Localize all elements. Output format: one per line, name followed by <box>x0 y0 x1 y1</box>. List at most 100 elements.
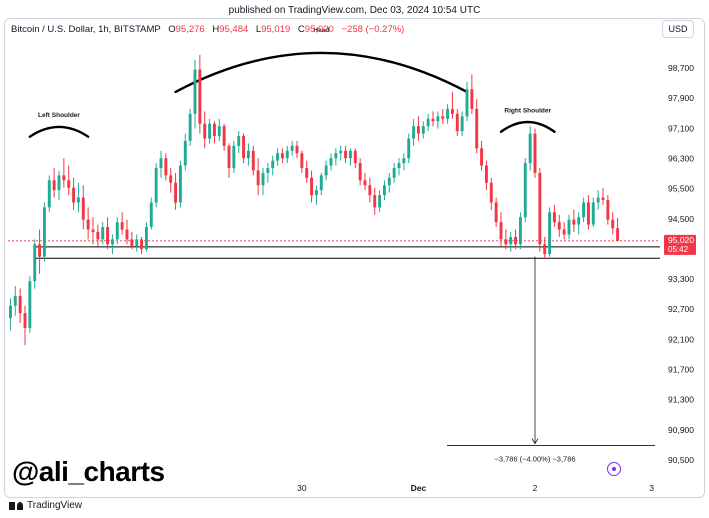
candle <box>344 145 348 164</box>
candle-body <box>101 227 105 240</box>
candle-body <box>567 219 571 235</box>
candle <box>353 148 357 169</box>
candle-body <box>543 244 547 255</box>
candle <box>412 118 416 146</box>
candle-body <box>246 150 250 159</box>
candles <box>8 54 620 346</box>
candle <box>329 153 333 171</box>
candle-body <box>416 126 420 134</box>
pattern-label: Head <box>313 27 329 34</box>
pattern-arcs: Left Shoulder Head Right Shoulder <box>28 27 556 138</box>
candle <box>295 140 299 159</box>
candle <box>523 158 527 223</box>
candle-body <box>159 158 163 169</box>
candle <box>484 160 488 191</box>
candle-body <box>470 89 474 109</box>
candle <box>489 177 493 210</box>
candle <box>378 190 382 213</box>
candle-body <box>373 195 377 208</box>
candle-body <box>271 160 275 169</box>
candle-body <box>232 145 236 169</box>
candle <box>334 148 338 166</box>
candle <box>212 121 216 144</box>
y-tick-label: 96,300 <box>668 153 694 163</box>
y-tick-label: 98,700 <box>668 63 694 73</box>
y-tick-label: 97,100 <box>668 123 694 133</box>
candle-body <box>314 190 318 196</box>
candle-body <box>548 212 552 255</box>
candle-body <box>217 126 221 137</box>
candle <box>72 177 76 210</box>
candle-body <box>611 219 615 229</box>
candle-body <box>251 150 255 171</box>
candle-body <box>446 108 450 119</box>
published-note: published on TradingView.com, Dec 03, 20… <box>228 5 481 16</box>
candle-body <box>91 229 95 232</box>
currency-button[interactable]: USD <box>662 20 694 38</box>
candle-body <box>460 116 464 132</box>
candle-body <box>616 228 620 241</box>
candle <box>577 212 581 235</box>
candle <box>606 195 610 225</box>
measure-arrow <box>531 438 539 445</box>
author-watermark: @ali_charts <box>12 456 165 487</box>
candle-body <box>198 69 202 124</box>
low-value: 95,019 <box>261 24 291 35</box>
candle <box>38 229 42 274</box>
candle-body <box>193 69 197 114</box>
countdown-label: 05:42 <box>668 245 689 254</box>
compass-icon[interactable] <box>607 462 621 476</box>
candle-body <box>518 217 522 245</box>
candle <box>518 212 522 250</box>
candle-body <box>572 219 576 225</box>
candle-body <box>499 222 503 240</box>
candle <box>528 126 532 171</box>
candle-body <box>552 212 556 223</box>
candle-body <box>591 202 595 225</box>
candle <box>499 212 503 247</box>
candle <box>285 145 289 164</box>
candle <box>198 54 202 134</box>
candle <box>290 140 294 156</box>
candle-body <box>86 219 90 230</box>
symbol-label: Bitcoin / U.S. Dollar, 1h, BITSTAMP <box>11 24 161 35</box>
candle-body <box>450 108 454 114</box>
pattern-arc <box>174 51 469 94</box>
candle-body <box>57 175 61 191</box>
candle <box>450 91 454 119</box>
candle-body <box>261 172 265 186</box>
candle-body <box>42 207 46 257</box>
candle-body <box>125 229 129 240</box>
candle-body <box>149 202 153 228</box>
candle <box>23 305 27 346</box>
candle-body <box>212 123 216 137</box>
candle <box>441 108 445 124</box>
candle-body <box>368 185 372 196</box>
candle-body <box>154 168 158 203</box>
candle <box>208 118 212 144</box>
candle-body <box>557 222 561 230</box>
candle <box>169 168 173 193</box>
candle <box>494 197 498 228</box>
candle <box>140 236 144 255</box>
candle-body <box>130 239 134 247</box>
candle <box>397 158 401 176</box>
candle-body <box>494 202 498 223</box>
candle <box>174 172 178 210</box>
candle <box>130 231 134 250</box>
candle <box>373 187 377 215</box>
candle-body <box>441 116 445 119</box>
candle <box>13 286 17 316</box>
candle <box>314 185 318 205</box>
candle <box>310 170 314 203</box>
x-tick-label: 2 <box>533 483 538 493</box>
candle <box>271 155 275 176</box>
candle <box>460 111 464 137</box>
candle <box>110 234 114 255</box>
tradingview-brand[interactable]: TradingView <box>9 500 82 511</box>
candle-body <box>8 305 12 319</box>
candle <box>319 172 323 196</box>
y-tick-label: 95,500 <box>668 184 694 194</box>
y-tick-label: 91,700 <box>668 365 694 375</box>
candle <box>305 160 309 183</box>
